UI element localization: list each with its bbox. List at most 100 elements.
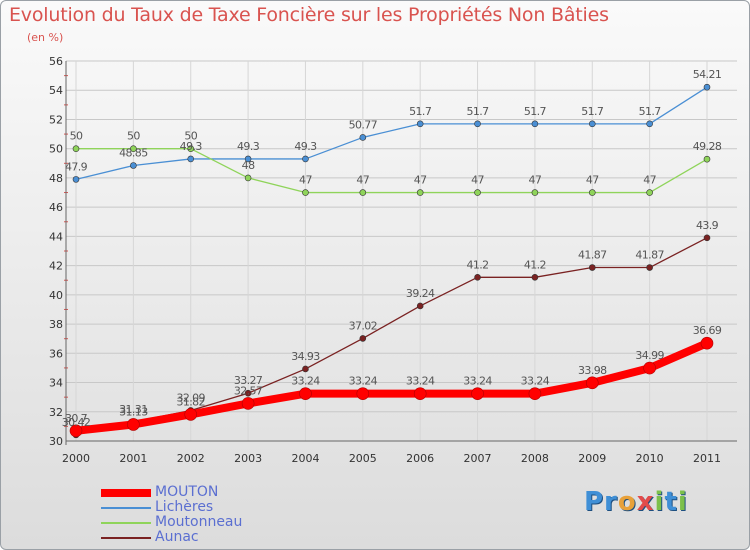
data-point-licheres: [416, 120, 424, 128]
data-label-aunac: 41.87: [578, 249, 607, 262]
y-tick-label: 36: [49, 347, 63, 360]
y-tick-label: 32: [49, 406, 63, 419]
legend-label-mouton: MOUTON: [155, 484, 219, 500]
data-point-licheres: [130, 162, 137, 169]
data-point-licheres: [646, 120, 653, 128]
y-tick-label: 56: [49, 55, 63, 68]
x-tick-label: 2004: [291, 452, 319, 465]
data-point-moutonneau: [244, 174, 252, 182]
legend-swatch-aunac: [101, 537, 151, 539]
data-label-licheres: 51.7: [524, 105, 547, 118]
legend-label-moutonneau: Moutonneau: [155, 514, 243, 530]
legend: MOUTON Lichères Moutonneau Aunac: [101, 484, 321, 546]
data-point-moutonneau: [187, 145, 195, 152]
data-label-aunac: 43.9: [696, 219, 719, 232]
data-label-mouton: 33.24: [521, 375, 550, 388]
x-tick-label: 2002: [177, 452, 205, 465]
data-point-moutonneau: [359, 189, 367, 196]
legend-label-aunac: Aunac: [155, 529, 199, 545]
data-point-aunac: [416, 302, 424, 310]
data-label-aunac: 41.2: [466, 258, 488, 271]
data-point-moutonneau: [302, 189, 309, 196]
data-label-mouton: 33.98: [578, 364, 607, 377]
x-tick-label: 2007: [464, 452, 492, 465]
data-point-licheres: [302, 155, 309, 163]
x-tick-label: 2003: [234, 452, 262, 465]
data-point-aunac: [646, 264, 653, 271]
data-point-moutonneau: [416, 189, 424, 196]
data-point-moutonneau: [703, 155, 711, 163]
data-label-aunac: 41.87: [635, 249, 664, 262]
data-label-aunac: 32.09: [176, 391, 205, 404]
data-label-mouton: 32.57: [234, 384, 263, 397]
y-tick-label: 40: [49, 289, 63, 302]
data-label-aunac: 34.93: [291, 350, 320, 363]
data-point-mouton: [413, 387, 427, 400]
legend-label-licheres: Lichères: [155, 499, 214, 515]
data-label-licheres: 50.77: [349, 118, 378, 131]
data-label-moutonneau: 50: [127, 130, 140, 143]
x-tick-label: 2008: [521, 452, 549, 465]
data-label-licheres: 54.21: [693, 68, 722, 81]
y-tick-label: 48: [49, 172, 63, 185]
data-label-moutonneau: 47: [643, 174, 656, 187]
data-point-mouton: [585, 376, 599, 390]
data-label-mouton: 34.99: [635, 349, 664, 362]
data-label-licheres: 47.9: [65, 160, 88, 173]
data-point-moutonneau: [72, 145, 80, 152]
data-label-aunac: 41.2: [524, 258, 546, 271]
x-tick-label: 2000: [62, 452, 90, 465]
data-label-moutonneau: 50: [70, 130, 83, 143]
data-point-moutonneau: [531, 189, 539, 196]
data-label-licheres: 49.3: [180, 140, 203, 153]
data-point-mouton: [184, 408, 198, 421]
data-point-aunac: [588, 264, 596, 271]
x-tick-label: 2006: [406, 452, 434, 465]
legend-item-aunac: Aunac: [101, 529, 321, 546]
data-label-aunac: 39.24: [406, 287, 435, 300]
data-point-mouton: [700, 336, 714, 350]
data-label-moutonneau: 50: [184, 130, 197, 143]
data-label-licheres: 49.3: [294, 140, 317, 153]
y-tick-label: 42: [49, 260, 63, 273]
series-line-licheres: [75, 86, 708, 181]
data-point-aunac: [302, 365, 309, 373]
chart-title: Evolution du Taux de Taxe Foncière sur l…: [9, 4, 609, 26]
data-point-aunac: [474, 274, 481, 281]
data-point-mouton: [127, 418, 140, 431]
data-label-mouton: 30.7: [65, 412, 88, 425]
data-label-moutonneau: 47: [414, 174, 427, 187]
legend-swatch-licheres: [101, 507, 151, 509]
legend-swatch-moutonneau: [101, 522, 151, 524]
data-point-aunac: [244, 389, 252, 397]
data-point-aunac: [359, 335, 367, 342]
data-point-aunac: [703, 234, 711, 242]
data-label-aunac: 33.27: [234, 374, 263, 387]
data-point-mouton: [643, 361, 656, 375]
data-label-moutonneau: 47: [356, 174, 369, 187]
data-label-aunac: 31.31: [119, 403, 148, 416]
data-point-licheres: [474, 120, 481, 128]
y-tick-label: 38: [49, 318, 63, 331]
y-tick-label: 34: [49, 377, 63, 390]
legend-item-moutonneau: Moutonneau: [101, 514, 321, 531]
legend-swatch-mouton: [101, 489, 151, 497]
data-label-mouton: 31.82: [176, 395, 205, 408]
data-point-mouton: [299, 387, 312, 400]
data-label-licheres: 48.85: [119, 147, 148, 160]
x-tick-label: 2009: [578, 452, 606, 465]
data-point-mouton: [471, 387, 484, 400]
data-label-moutonneau: 49.28: [693, 140, 722, 153]
y-tick-label: 50: [49, 143, 63, 156]
data-point-licheres: [187, 155, 195, 163]
data-label-aunac: 37.02: [349, 319, 378, 332]
data-label-moutonneau: 47: [529, 174, 542, 187]
unit-label: (en %): [27, 31, 64, 44]
legend-item-mouton: MOUTON: [101, 484, 321, 501]
data-point-mouton: [356, 387, 370, 400]
x-tick-label: 2011: [693, 452, 721, 465]
x-tick-label: 2010: [636, 452, 664, 465]
data-point-moutonneau: [130, 145, 137, 152]
